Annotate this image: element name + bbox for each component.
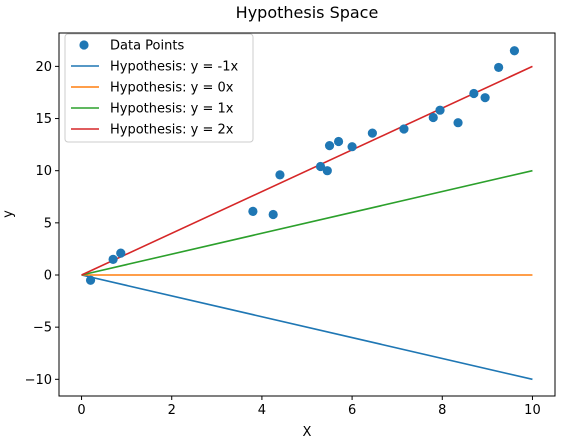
x-tick-label: 4 [258,403,266,418]
scatter-point [324,141,335,151]
scatter-point [333,136,344,147]
series-line [81,274,533,381]
data-points [85,46,520,285]
chart-title: Hypothesis Space [236,3,379,22]
legend: Data Points Hypothesis: y = -1x Hypothesis… [64,33,254,143]
scatter-point [453,118,463,128]
scatter-point [469,88,479,99]
scatter-point [399,124,409,134]
scatter-point [435,105,445,115]
legend-label: Hypothesis: y = 1x [110,102,234,117]
y-tick-label: 10 [35,164,52,179]
legend-label: Hypothesis: y = -1x [110,60,238,75]
y-tick-label: 0 [44,269,52,284]
scatter-point [108,254,118,264]
scatter-point [480,93,490,103]
scatter-point [248,206,258,216]
series-line [81,169,533,276]
legend-label: Data Points [110,39,184,54]
scatter-point [116,248,126,258]
scatter-point [509,46,520,56]
x-tick-label: 2 [168,403,176,418]
scatter-point [315,161,326,172]
y-tick-label: 5 [44,216,52,231]
y-axis-ticks: −10 −5 0 5 10 15 20 [25,60,59,388]
legend-label: Hypothesis: y = 0x [110,81,234,96]
legend-box [64,33,254,143]
scatter-point [275,170,285,180]
x-tick-label: 10 [524,403,541,418]
y-tick-label: −10 [25,373,52,388]
series-line [81,65,533,276]
y-tick-label: 20 [35,60,52,75]
x-axis-ticks: 0 2 4 6 8 10 [77,396,541,418]
scatter-point [428,112,438,123]
plot-area-frame [58,32,556,397]
scatter-point [367,128,377,138]
scatter-point [347,142,357,152]
legend-marker-scatter [79,40,89,50]
scatter-point [494,62,504,73]
x-tick-label: 0 [77,403,85,418]
scatter-point [85,275,96,285]
y-tick-label: 15 [35,112,52,127]
y-axis-label: y [1,210,16,218]
x-axis-label: X [303,425,312,437]
legend-label: Hypothesis: y = 2x [110,123,234,138]
x-tick-label: 8 [438,403,446,418]
x-tick-label: 6 [348,403,356,418]
y-tick-label: −5 [33,321,52,336]
hypothesis-lines [81,65,533,381]
scatter-point [268,209,278,220]
scatter-point [322,166,332,176]
